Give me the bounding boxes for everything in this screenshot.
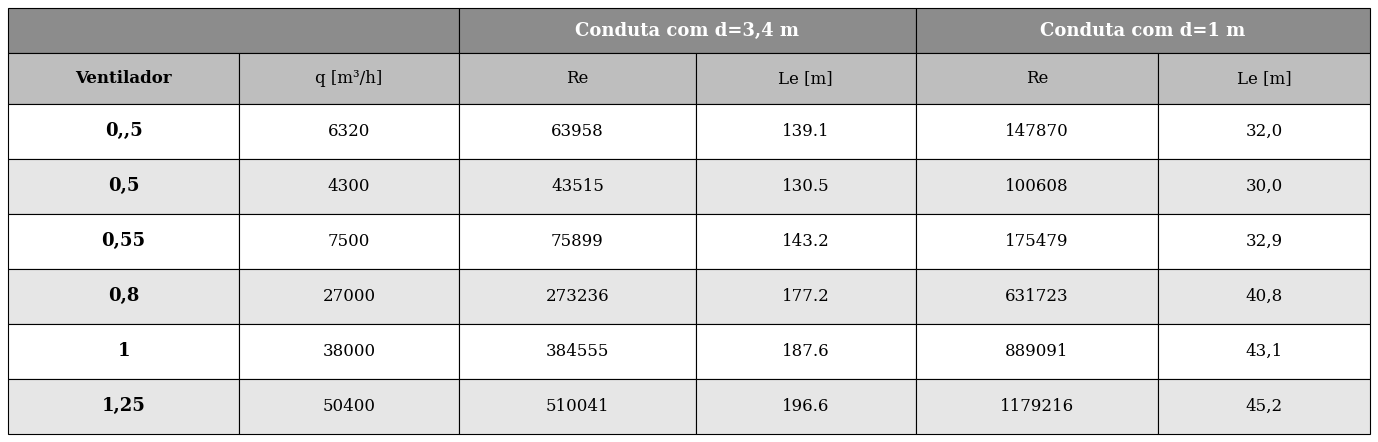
Bar <box>240 103 459 159</box>
Text: 27000: 27000 <box>322 288 376 305</box>
Text: Le [m]: Le [m] <box>779 70 834 87</box>
Text: Conduta com d=3,4 m: Conduta com d=3,4 m <box>575 22 799 40</box>
Bar <box>915 159 1159 214</box>
Bar <box>915 269 1159 324</box>
Bar <box>459 214 696 269</box>
Bar <box>240 269 459 324</box>
Bar <box>915 379 1159 434</box>
Text: 38000: 38000 <box>322 343 376 360</box>
Text: 143.2: 143.2 <box>781 233 830 250</box>
Bar <box>8 159 240 214</box>
Text: 40,8: 40,8 <box>1246 288 1283 305</box>
Text: 63958: 63958 <box>551 123 604 140</box>
Bar <box>459 269 696 324</box>
Bar <box>915 103 1159 159</box>
Bar <box>240 214 459 269</box>
Bar <box>459 103 696 159</box>
Text: 273236: 273236 <box>546 288 609 305</box>
Bar <box>1159 324 1370 379</box>
Text: 100608: 100608 <box>1005 178 1069 195</box>
Text: 32,9: 32,9 <box>1246 233 1283 250</box>
Bar <box>1159 269 1370 324</box>
Bar <box>459 8 915 53</box>
Text: 1: 1 <box>117 343 130 360</box>
Bar <box>1159 159 1370 214</box>
Text: 0,5: 0,5 <box>107 177 139 195</box>
Bar <box>8 324 240 379</box>
Bar <box>696 269 915 324</box>
Bar <box>1159 379 1370 434</box>
Text: 139.1: 139.1 <box>781 123 830 140</box>
Bar <box>915 53 1159 103</box>
Text: 1,25: 1,25 <box>102 397 146 415</box>
Text: 187.6: 187.6 <box>781 343 830 360</box>
Text: Conduta com d=1 m: Conduta com d=1 m <box>1040 22 1246 40</box>
Text: 45,2: 45,2 <box>1246 398 1283 415</box>
Text: 6320: 6320 <box>328 123 371 140</box>
Text: 0,,5: 0,,5 <box>105 122 142 140</box>
Text: 196.6: 196.6 <box>783 398 830 415</box>
Bar <box>696 53 915 103</box>
Text: 130.5: 130.5 <box>781 178 830 195</box>
Text: 75899: 75899 <box>551 233 604 250</box>
Bar <box>240 379 459 434</box>
Bar <box>696 214 915 269</box>
Bar <box>696 159 915 214</box>
Text: 147870: 147870 <box>1005 123 1069 140</box>
Bar <box>1159 103 1370 159</box>
Text: q [m³/h]: q [m³/h] <box>316 70 383 87</box>
Bar <box>696 379 915 434</box>
Bar <box>240 159 459 214</box>
Text: 50400: 50400 <box>322 398 376 415</box>
Bar <box>8 8 459 53</box>
Text: 631723: 631723 <box>1005 288 1069 305</box>
Bar <box>459 53 696 103</box>
Bar <box>459 324 696 379</box>
Text: 1179216: 1179216 <box>1000 398 1073 415</box>
Text: 7500: 7500 <box>328 233 371 250</box>
Text: 177.2: 177.2 <box>781 288 830 305</box>
Text: 175479: 175479 <box>1006 233 1069 250</box>
Bar <box>8 269 240 324</box>
Text: 32,0: 32,0 <box>1246 123 1283 140</box>
Text: 30,0: 30,0 <box>1246 178 1283 195</box>
Text: 510041: 510041 <box>546 398 609 415</box>
Bar <box>459 379 696 434</box>
Bar <box>8 53 240 103</box>
Bar <box>696 324 915 379</box>
Bar <box>696 103 915 159</box>
Text: 4300: 4300 <box>328 178 371 195</box>
Bar <box>915 8 1370 53</box>
Text: 384555: 384555 <box>546 343 609 360</box>
Text: 889091: 889091 <box>1006 343 1069 360</box>
Bar <box>915 324 1159 379</box>
Bar <box>1159 214 1370 269</box>
Text: 43,1: 43,1 <box>1246 343 1283 360</box>
Bar <box>8 103 240 159</box>
Bar <box>8 214 240 269</box>
Bar <box>240 53 459 103</box>
Bar <box>1159 53 1370 103</box>
Text: Ventilador: Ventilador <box>76 70 172 87</box>
Text: Le [m]: Le [m] <box>1237 70 1291 87</box>
Bar <box>459 159 696 214</box>
Bar <box>240 324 459 379</box>
Text: 0,8: 0,8 <box>107 287 139 305</box>
Text: Re: Re <box>566 70 588 87</box>
Bar <box>8 379 240 434</box>
Text: 0,55: 0,55 <box>102 232 146 250</box>
Bar <box>915 214 1159 269</box>
Text: 43515: 43515 <box>551 178 604 195</box>
Text: Re: Re <box>1025 70 1049 87</box>
